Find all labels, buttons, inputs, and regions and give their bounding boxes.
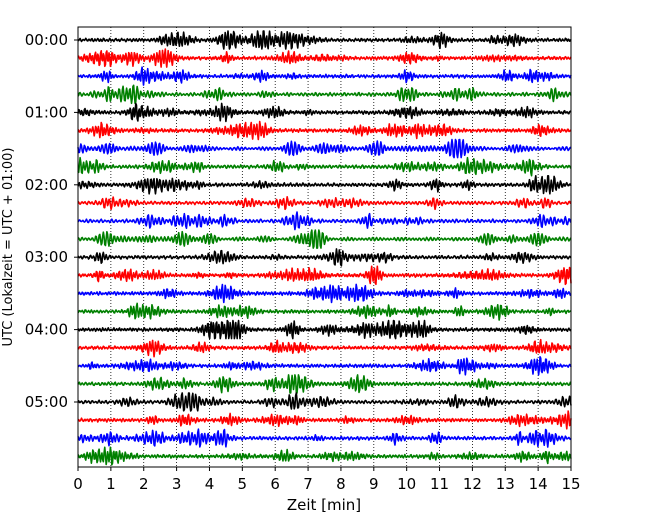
trace-0100 [77,102,572,123]
trace-0215 [77,196,572,211]
x-tick-label: 15 [561,475,580,493]
trace-0315 [77,265,572,286]
y-tick-label: 00:00 [25,31,68,49]
trace-0145 [77,156,572,177]
trace-0530 [77,428,572,448]
trace-0300 [77,248,572,267]
trace-0130 [77,138,572,159]
x-axis-label: Zeit [min] [287,496,361,514]
trace-0515 [77,410,572,430]
y-axis-ticks: 00:00 01:00 02:00 03:00 04:00 05:00 [25,31,78,411]
trace-0200 [77,175,572,195]
trace-0030 [77,66,572,86]
x-tick-label: 10 [397,475,416,493]
trace-0230 [77,211,572,231]
y-tick-label: 04:00 [25,321,68,339]
x-tick-label: 9 [369,475,379,493]
trace-0245 [77,229,572,249]
seismic-traces [77,30,572,466]
x-tick-label: 2 [139,475,149,493]
y-axis-label: UTC (Lokalzeit = UTC + 01:00) [1,148,16,347]
y-tick-label: 01:00 [25,103,68,121]
x-tick-label: 6 [270,475,280,493]
trace-0000 [77,30,572,50]
x-axis-ticks: 0 1 2 3 4 5 6 7 8 9 10 11 12 13 14 15 [73,467,581,493]
x-tick-label: 7 [303,475,313,493]
y-tick-label: 03:00 [25,248,68,266]
x-tick-label: 13 [496,475,515,493]
trace-0415 [77,338,572,358]
trace-0445 [77,374,572,394]
plot-background [78,27,571,467]
x-tick-label: 0 [73,475,83,493]
trace-0045 [77,84,572,105]
x-tick-label: 1 [106,475,116,493]
x-tick-label: 14 [529,475,548,493]
x-tick-label: 11 [430,475,449,493]
x-tick-label: 4 [205,475,215,493]
x-tick-label: 5 [238,475,248,493]
trace-0330 [77,283,572,304]
y-tick-label: 02:00 [25,176,68,194]
trace-0400 [77,319,572,340]
plot-frame [77,26,572,468]
x-tick-label: 8 [336,475,346,493]
x-tick-label: 3 [172,475,182,493]
trace-0545 [77,446,572,466]
trace-0500 [77,392,572,412]
y-tick-label: 05:00 [25,393,68,411]
trace-0430 [77,356,572,376]
trace-0015 [77,48,572,68]
trace-0345 [77,302,572,321]
trace-0115 [77,120,572,141]
x-tick-label: 12 [463,475,482,493]
